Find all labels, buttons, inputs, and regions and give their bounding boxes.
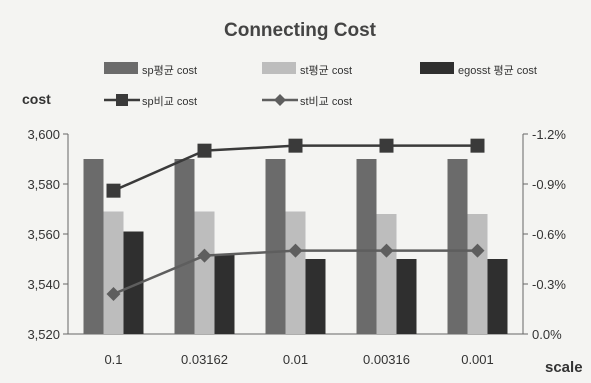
legend-item: egosst 평균 cost (420, 62, 537, 77)
x-tick-label: 0.00316 (363, 352, 410, 367)
x-tick-label: 0.01 (283, 352, 308, 367)
bar (123, 231, 144, 334)
legend-marker (116, 94, 128, 106)
x-tick-label: 0.1 (104, 352, 122, 367)
y2-tick-label: -1.2% (532, 127, 566, 142)
bar (265, 159, 286, 334)
line-point (288, 243, 303, 258)
bar (356, 159, 377, 334)
legend-swatch (420, 62, 454, 74)
line-point (470, 138, 485, 153)
y-tick-label: 3,520 (27, 327, 60, 342)
bar (467, 214, 488, 334)
y-axis-label: cost (22, 91, 51, 107)
y-tick-label: 3,540 (27, 277, 60, 292)
legend-item: st비교 cost (262, 94, 352, 108)
chart-title: Connecting Cost (224, 20, 377, 41)
line-point (106, 287, 121, 301)
bar (194, 211, 215, 334)
bar (376, 214, 397, 334)
legend-label: st평균 cost (300, 64, 352, 77)
bar (305, 259, 326, 334)
y2-tick-label: -0.6% (532, 227, 566, 242)
bar (396, 259, 417, 334)
bar (103, 211, 124, 334)
legend-label: st비교 cost (300, 95, 352, 108)
x-axis-label: scale (545, 359, 583, 376)
legend-item: sp비교 cost (104, 94, 197, 108)
y2-tick-label: -0.9% (532, 177, 566, 192)
legend-swatch (262, 62, 296, 74)
line-point (470, 243, 485, 258)
legend-item: st평균 cost (262, 62, 352, 77)
line-point (288, 138, 303, 153)
legend: sp평균 cost st평균 cost egosst 평균 cost sp비교 cos… (104, 62, 537, 108)
line-point (106, 183, 121, 198)
legend-item: sp평균 cost (104, 62, 197, 77)
bar (214, 254, 235, 334)
line-point (197, 143, 212, 158)
legend-label: sp비교 cost (142, 95, 197, 108)
bar (447, 159, 468, 334)
legend-swatch (104, 62, 138, 74)
plot-area: 3,520 3,540 3,560 3,580 3,600 0.0% -0.3% -0.6% -… (27, 127, 566, 367)
bar (83, 159, 104, 334)
y-tick-label: 3,580 (27, 177, 60, 192)
y-tick-label: 3,600 (27, 127, 60, 142)
legend-label: egosst 평균 cost (458, 64, 537, 77)
line-point (197, 248, 212, 263)
x-tick-label: 0.03162 (181, 352, 228, 367)
x-tick-label: 0.001 (461, 352, 494, 367)
legend-marker (274, 94, 286, 106)
y-tick-label: 3,560 (27, 227, 60, 242)
y2-tick-label: 0.0% (532, 327, 562, 342)
bar (285, 211, 306, 334)
line-point (379, 243, 394, 258)
bar (487, 259, 508, 334)
y2-tick-label: -0.3% (532, 277, 566, 292)
line-point (379, 138, 394, 153)
legend-label: sp평균 cost (142, 64, 197, 77)
bar (174, 159, 195, 334)
